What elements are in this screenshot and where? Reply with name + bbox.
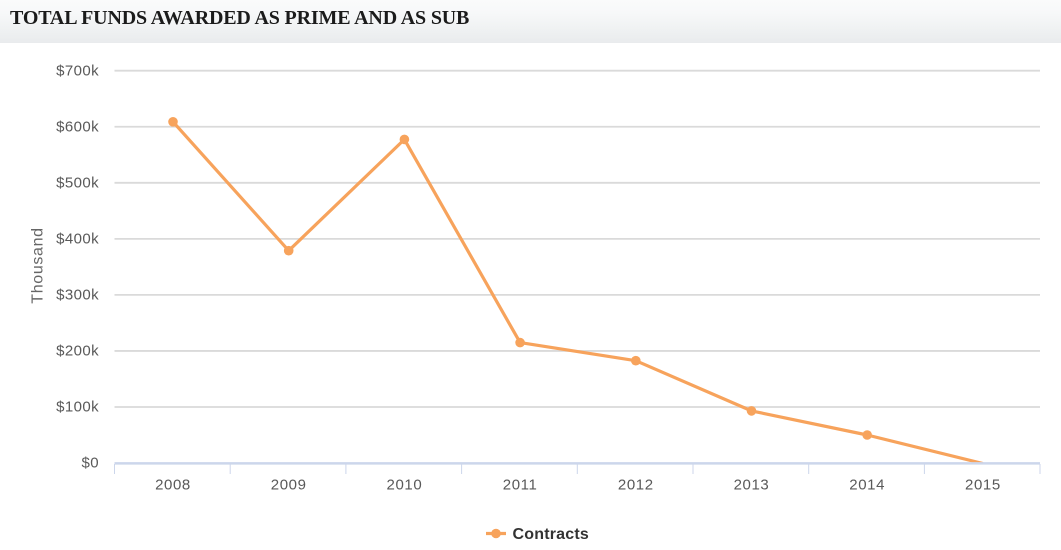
svg-text:2009: 2009 xyxy=(271,477,307,494)
svg-text:2012: 2012 xyxy=(618,477,654,494)
svg-text:$500k: $500k xyxy=(56,175,99,192)
svg-text:$0: $0 xyxy=(82,455,100,472)
svg-text:2015: 2015 xyxy=(965,477,1001,494)
svg-text:2013: 2013 xyxy=(734,477,770,494)
svg-text:$300k: $300k xyxy=(56,287,99,304)
svg-text:2011: 2011 xyxy=(503,477,538,494)
svg-text:Thousand: Thousand xyxy=(30,227,47,303)
svg-text:Contracts: Contracts xyxy=(513,526,589,543)
svg-text:$700k: $700k xyxy=(56,63,99,80)
svg-text:$200k: $200k xyxy=(56,343,99,360)
svg-text:2008: 2008 xyxy=(155,477,191,494)
svg-text:2010: 2010 xyxy=(387,477,423,494)
svg-text:$600k: $600k xyxy=(56,119,99,136)
svg-text:$400k: $400k xyxy=(56,231,99,248)
svg-text:2014: 2014 xyxy=(849,477,885,494)
svg-text:$100k: $100k xyxy=(56,399,99,416)
